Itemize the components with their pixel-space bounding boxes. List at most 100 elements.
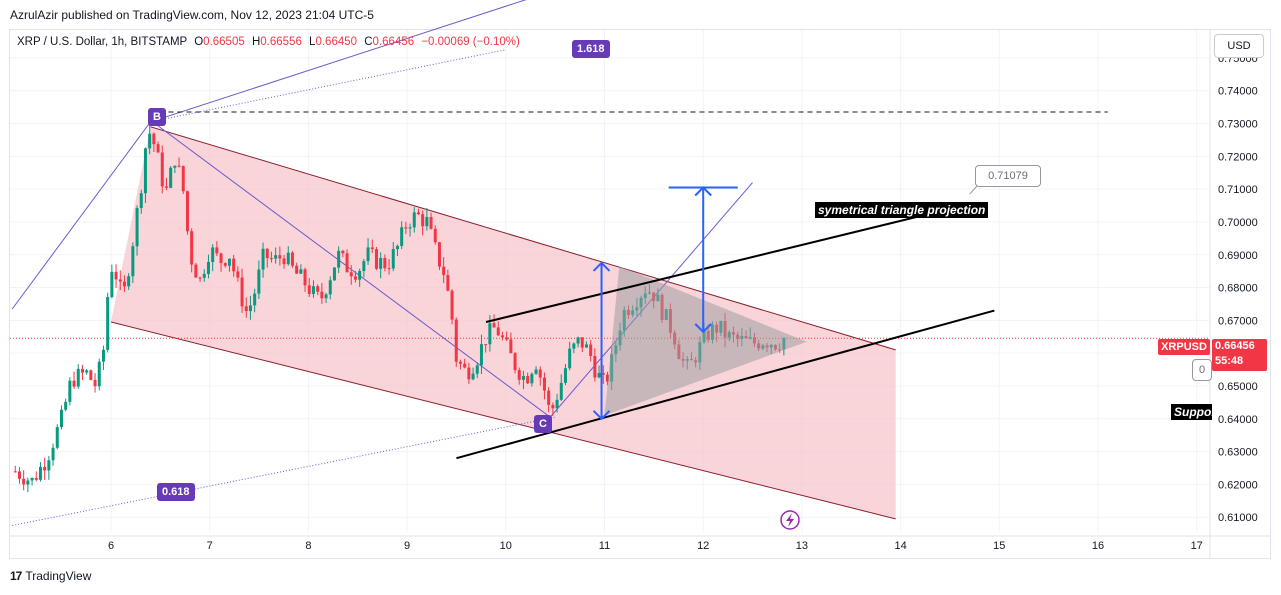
tradingview-logo-icon: 17 bbox=[10, 569, 22, 583]
channel-upper-line[interactable] bbox=[150, 126, 896, 351]
candle-body bbox=[500, 335, 504, 338]
y-tick-label: 0.73000 bbox=[1218, 119, 1258, 131]
candle-body bbox=[282, 258, 286, 265]
candle-body bbox=[248, 305, 252, 312]
candle-body bbox=[160, 152, 164, 187]
target-callout[interactable]: 0.71079 bbox=[975, 165, 1041, 187]
candle-body bbox=[387, 268, 391, 270]
pattern-overlay bbox=[456, 184, 995, 530]
candle-body bbox=[93, 379, 97, 387]
candle-body bbox=[236, 271, 240, 278]
candle-body bbox=[328, 280, 332, 295]
candle-body bbox=[517, 370, 521, 380]
candle-body bbox=[143, 148, 147, 194]
support-callout[interactable]: 0 bbox=[1192, 359, 1212, 381]
candle-body bbox=[488, 323, 492, 345]
descending-channel bbox=[110, 126, 896, 526]
candle-body bbox=[324, 294, 328, 299]
chart-frame bbox=[9, 29, 1271, 559]
candle-body bbox=[513, 353, 517, 371]
candle-body bbox=[34, 478, 38, 480]
symbol-price-tag: XRPUSD bbox=[1158, 339, 1210, 355]
candle-body bbox=[597, 372, 601, 378]
candle-body bbox=[551, 404, 555, 409]
x-tick-label: 8 bbox=[305, 540, 311, 552]
candle-body bbox=[362, 261, 366, 272]
y-tick-label: 0.71000 bbox=[1218, 184, 1258, 196]
low-value: 0.66450 bbox=[315, 36, 358, 48]
fib-1618-line[interactable] bbox=[150, 49, 506, 123]
candle-body bbox=[198, 277, 202, 279]
candle-body bbox=[358, 271, 362, 280]
point-b-label[interactable]: B bbox=[148, 108, 166, 126]
y-tick-label: 0.72000 bbox=[1218, 151, 1258, 163]
candle-body bbox=[232, 258, 236, 272]
candle-body bbox=[584, 344, 588, 348]
last-price-value: 0.66456 bbox=[1215, 340, 1255, 352]
x-tick-label: 13 bbox=[796, 540, 808, 552]
triangle-shape[interactable] bbox=[604, 266, 807, 416]
candle-body bbox=[576, 337, 580, 344]
candle-body bbox=[555, 399, 559, 409]
candle-body bbox=[202, 273, 206, 278]
candle-body bbox=[559, 382, 563, 400]
candle-body bbox=[509, 339, 513, 354]
candle-body bbox=[253, 293, 257, 306]
footer: 17 TradingView bbox=[10, 569, 91, 583]
candle-body bbox=[353, 276, 357, 280]
candle-body bbox=[538, 369, 542, 378]
countdown-value: 55:48 bbox=[1215, 355, 1244, 367]
channel-fill bbox=[111, 126, 896, 526]
candle-body bbox=[80, 368, 84, 373]
candle-body bbox=[429, 217, 433, 229]
candle-body bbox=[55, 427, 59, 448]
candle-body bbox=[395, 245, 399, 250]
candle-body bbox=[68, 380, 72, 402]
last-price-tag: 0.66456 55:48 bbox=[1212, 339, 1267, 371]
candle-body bbox=[17, 471, 21, 479]
candle-body bbox=[38, 466, 42, 480]
candle-body bbox=[311, 286, 315, 294]
candle-body bbox=[303, 269, 307, 286]
candle-body bbox=[450, 290, 454, 320]
fib-0618-label[interactable]: 0.618 bbox=[157, 483, 195, 501]
candle-body bbox=[261, 248, 265, 270]
candle-body bbox=[547, 390, 551, 405]
candle-body bbox=[320, 291, 324, 299]
candle-body bbox=[437, 242, 441, 267]
x-tick-label: 14 bbox=[894, 540, 906, 552]
candle-body bbox=[51, 447, 55, 461]
candle-body bbox=[383, 257, 387, 269]
candle-body bbox=[442, 266, 446, 276]
pattern-height-arrow-head-bottom bbox=[592, 410, 611, 421]
candle-body bbox=[169, 167, 173, 188]
fib-1618-label[interactable]: 1.618 bbox=[572, 40, 610, 58]
x-tick-label: 10 bbox=[500, 540, 512, 552]
candle-body bbox=[408, 227, 412, 229]
close-label: C bbox=[364, 36, 373, 48]
triangle-upper-trendline[interactable] bbox=[485, 207, 951, 323]
b-c-line[interactable] bbox=[150, 119, 551, 418]
candle-body bbox=[416, 212, 420, 215]
candle-body bbox=[211, 247, 215, 262]
close-value: 0.66456 bbox=[372, 36, 415, 48]
point-c-label[interactable]: C bbox=[534, 415, 552, 433]
triangle-lower-trendline[interactable] bbox=[456, 309, 995, 460]
channel-lower-line[interactable] bbox=[110, 321, 896, 520]
candle-body bbox=[59, 409, 63, 428]
candle-body bbox=[223, 263, 227, 266]
candle-body bbox=[458, 361, 462, 364]
fib-0618-line[interactable] bbox=[12, 416, 556, 526]
projection-label[interactable]: symetrical triangle projection bbox=[815, 202, 989, 218]
candle-body bbox=[43, 466, 47, 471]
candle-body bbox=[593, 355, 597, 378]
candle-body bbox=[97, 361, 101, 387]
high-value: 0.66556 bbox=[260, 36, 302, 48]
symbol-name: XRP / U.S. Dollar, 1h, BITSTAMP bbox=[17, 36, 188, 48]
candle-body bbox=[295, 265, 299, 274]
candle-body bbox=[269, 258, 273, 260]
candle-body bbox=[601, 372, 605, 375]
support-label[interactable]: Support bbox=[1171, 404, 1212, 420]
currency-button[interactable]: USD bbox=[1214, 34, 1264, 58]
